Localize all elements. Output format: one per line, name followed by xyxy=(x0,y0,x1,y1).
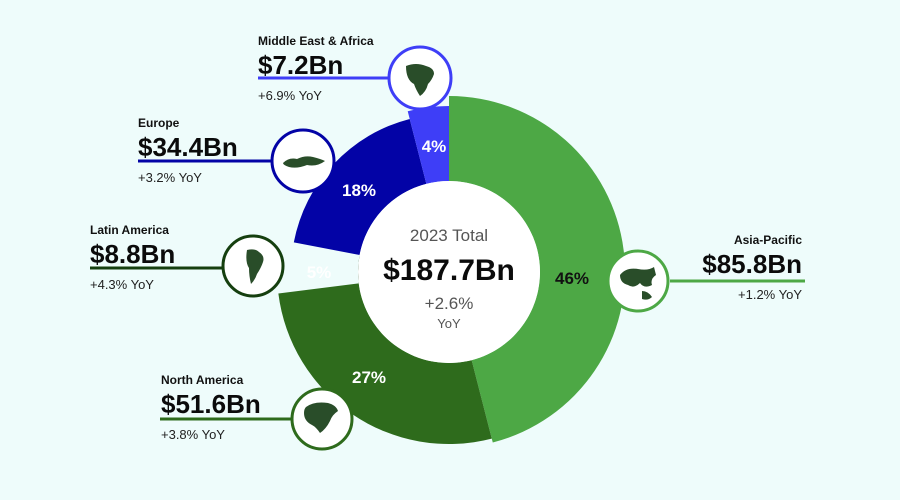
center-change: +2.6% xyxy=(424,294,474,313)
region-label-north-america: North America $51.6Bn +3.8% YoY xyxy=(161,373,261,442)
slice-eu xyxy=(293,118,427,255)
share-label-eu: 18% xyxy=(342,181,376,200)
region-value: $85.8Bn xyxy=(702,249,802,279)
share-labels: 46% 27% 5% 18% 4% xyxy=(307,137,589,387)
region-label-europe: Europe $34.4Bn +3.2% YoY xyxy=(138,116,238,185)
asia-map-icon xyxy=(606,249,670,313)
region-label-middle-east-africa: Middle East & Africa $7.2Bn +6.9% YoY xyxy=(258,34,374,103)
center-change-unit: YoY xyxy=(437,316,461,331)
center-total-value: $187.7Bn xyxy=(383,254,515,287)
region-yoy: +4.3% YoY xyxy=(90,277,154,292)
region-name: North America xyxy=(161,373,244,387)
region-value: $8.8Bn xyxy=(90,239,176,269)
share-label-asia: 46% xyxy=(555,269,589,288)
region-yoy: +3.2% YoY xyxy=(138,170,202,185)
donut-hole xyxy=(358,181,540,363)
slice-asia xyxy=(449,96,626,443)
region-name: Latin America xyxy=(90,223,169,237)
region-yoy: +6.9% YoY xyxy=(258,88,322,103)
region-name: Europe xyxy=(138,116,180,130)
south-america-map-icon xyxy=(221,234,285,298)
region-value: $7.2Bn xyxy=(258,50,344,80)
slice-na xyxy=(278,283,492,445)
region-name: Asia-Pacific xyxy=(733,233,802,247)
europe-map-icon xyxy=(270,128,336,194)
connector-lines xyxy=(90,76,805,421)
share-label-na: 27% xyxy=(352,368,386,387)
region-yoy: +3.8% YoY xyxy=(161,427,225,442)
center-label: 2023 Total xyxy=(409,226,489,245)
region-value: $34.4Bn xyxy=(138,132,238,162)
region-label-asia-pacific: Asia-Pacific $85.8Bn +1.2% YoY xyxy=(702,233,802,302)
region-yoy: +1.2% YoY xyxy=(738,287,802,302)
africa-map-icon xyxy=(387,45,453,111)
region-badges xyxy=(221,45,670,451)
region-name: Middle East & Africa xyxy=(258,34,374,48)
share-label-la: 5% xyxy=(307,263,332,282)
donut-slices xyxy=(278,96,626,445)
region-label-latin-america: Latin America $8.8Bn +4.3% YoY xyxy=(90,223,175,292)
north-america-map-icon xyxy=(290,387,354,451)
share-label-mea: 4% xyxy=(422,137,447,156)
slice-mea xyxy=(407,106,449,184)
region-value: $51.6Bn xyxy=(161,389,261,419)
